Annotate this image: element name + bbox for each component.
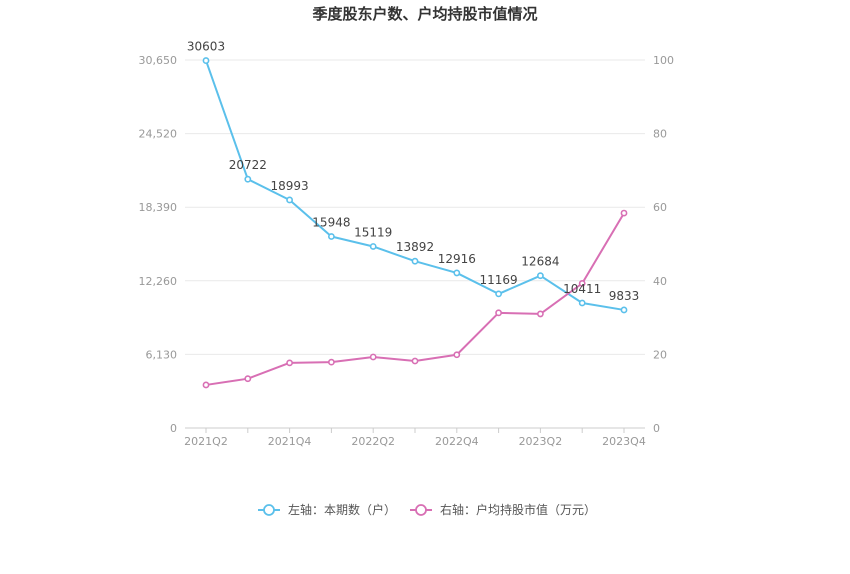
data-label: 12684 <box>521 255 559 269</box>
left-axis-tick-label: 12,260 <box>139 275 178 288</box>
data-label: 15119 <box>354 225 392 239</box>
data-point <box>244 375 252 383</box>
right-axis-tick-label: 100 <box>653 54 674 67</box>
left-axis-tick-label: 18,390 <box>139 201 178 214</box>
data-point <box>411 357 419 365</box>
left-axis-tick-label: 0 <box>170 422 177 435</box>
data-label: 10411 <box>563 282 601 296</box>
legend-marker <box>263 504 275 516</box>
x-axis-tick-label: 2023Q2 <box>519 435 563 448</box>
x-axis-tick-label: 2021Q2 <box>184 435 228 448</box>
data-point <box>537 272 544 280</box>
data-label: 13892 <box>396 240 434 254</box>
data-point <box>369 353 377 361</box>
x-axis-tick-label: 2022Q4 <box>435 435 479 448</box>
chart-title: 季度股东户数、户均持股市值情况 <box>312 5 537 23</box>
data-point <box>495 309 502 317</box>
data-label: 18993 <box>271 179 309 193</box>
data-label: 9833 <box>609 289 640 303</box>
data-label: 11169 <box>480 273 518 287</box>
data-point <box>244 175 252 183</box>
legend-item[interactable]: 右轴：户均持股市值（万元） <box>410 502 596 517</box>
data-point <box>495 290 502 298</box>
left-axis-tick-label: 30,650 <box>139 54 178 67</box>
legend[interactable]: 左轴：本期数（户） 右轴：户均持股市值（万元） <box>258 502 596 517</box>
data-point <box>620 306 628 314</box>
data-label: 12916 <box>438 252 476 266</box>
data-point <box>453 269 461 277</box>
right-axis-tick-label: 80 <box>653 128 667 141</box>
data-point <box>369 243 377 250</box>
data-point <box>286 196 293 204</box>
left-axis-tick-label: 24,520 <box>139 128 178 141</box>
data-point <box>202 381 210 389</box>
data-point <box>537 310 544 318</box>
data-point <box>327 233 335 240</box>
x-axis-tick-label: 2021Q4 <box>268 435 312 448</box>
data-point <box>578 299 586 307</box>
right-axis-tick-label: 40 <box>653 275 667 288</box>
axes: 0 0 6,130 20 12,260 40 18,390 60 24,520 80 30,650 1… <box>139 54 675 448</box>
data-point <box>620 209 628 217</box>
legend-label: 右轴：户均持股市值（万元） <box>440 502 596 517</box>
data-point <box>578 279 586 287</box>
data-label: 20722 <box>229 158 267 172</box>
data-label: 15948 <box>312 216 350 230</box>
data-point <box>453 351 461 359</box>
data-point <box>202 57 210 64</box>
left-axis-tick-label: 6,130 <box>146 348 178 361</box>
x-axis-tick-label: 2022Q2 <box>351 435 395 448</box>
data-labels: 30603 20722 18993 15948 15119 13892 12916 11169… <box>187 40 639 303</box>
legend-item[interactable]: 左轴：本期数（户） <box>258 502 396 517</box>
data-point <box>411 257 419 265</box>
series-layer <box>202 57 628 389</box>
x-axis-tick-label: 2023Q4 <box>602 435 646 448</box>
legend-marker <box>415 504 427 516</box>
right-axis-tick-label: 20 <box>653 348 667 361</box>
grid <box>185 59 645 429</box>
right-axis-tick-label: 60 <box>653 201 667 214</box>
data-point <box>327 358 335 366</box>
series-line <box>205 60 625 311</box>
right-axis-tick-label: 0 <box>653 422 660 435</box>
legend-label: 左轴：本期数（户） <box>288 502 396 517</box>
data-label: 30603 <box>187 40 225 54</box>
data-point <box>286 359 293 367</box>
